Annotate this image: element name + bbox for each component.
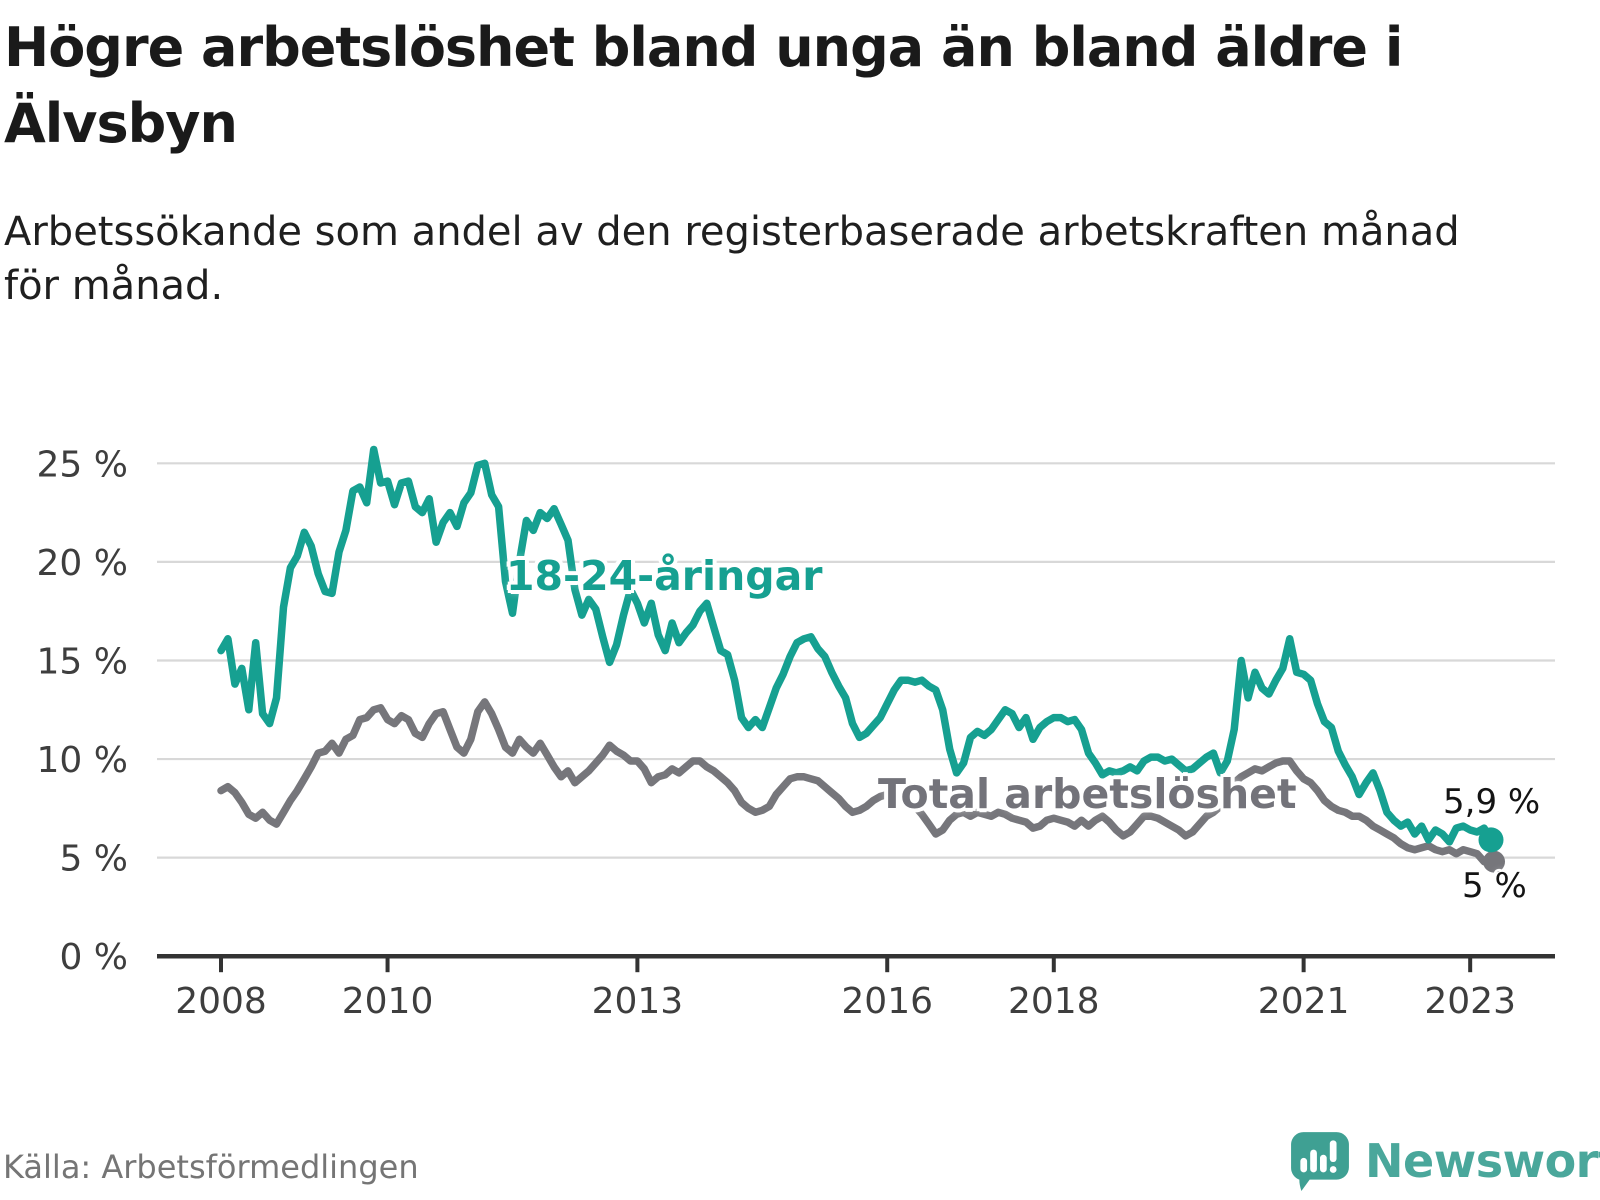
- x-tick-label: 2018: [1008, 981, 1100, 1022]
- newsworthy-logo: Newsworthy: [1289, 1130, 1600, 1192]
- y-tick-label: 5 %: [59, 839, 128, 880]
- series-label-total: Total arbetslöshet: [878, 770, 1297, 818]
- total-end-dot: [1483, 850, 1505, 873]
- y-tick-label: 0 %: [59, 937, 128, 978]
- y-tick-label: 15 %: [37, 641, 128, 682]
- page-title-line-2: Älvsbyn: [4, 91, 238, 155]
- source-note: Källa: Arbetsförmedlingen: [3, 1148, 419, 1186]
- x-tick-label: 2023: [1424, 981, 1516, 1022]
- page-title: Högre arbetslöshet bland unga än bland ä…: [4, 10, 1403, 161]
- y-tick-label: 10 %: [37, 740, 128, 781]
- logo-bubble-shape: [1291, 1132, 1349, 1191]
- total-series-line: [217, 698, 1495, 866]
- young-series-line: [217, 445, 1495, 846]
- y-tick-label: 20 %: [37, 543, 128, 584]
- x-tick-label: 2010: [342, 981, 434, 1022]
- chart-subtitle: Arbetssökande som andel av den registerb…: [4, 205, 1460, 313]
- end-value-label-total: 5 %: [1462, 866, 1527, 906]
- x-tick-label: 2008: [175, 981, 267, 1022]
- newsworthy-logo-text: Newsworthy: [1365, 1134, 1600, 1188]
- young-end-dot: [1478, 827, 1504, 853]
- y-tick-label: 25 %: [37, 444, 128, 485]
- newsworthy-logo-icon: [1291, 1132, 1349, 1191]
- chart-subtitle-line-2: för månad.: [4, 263, 224, 309]
- end-value-label-young: 5,9 %: [1443, 782, 1541, 822]
- x-tick-label: 2013: [592, 981, 684, 1022]
- series-label-young: 18-24-åringar: [506, 552, 823, 600]
- page-title-line-1: Högre arbetslöshet bland unga än bland ä…: [4, 16, 1403, 79]
- chart-subtitle-line-1: Arbetssökande som andel av den registerb…: [4, 209, 1460, 255]
- x-tick-label: 2016: [841, 981, 933, 1022]
- x-tick-label: 2021: [1258, 981, 1350, 1022]
